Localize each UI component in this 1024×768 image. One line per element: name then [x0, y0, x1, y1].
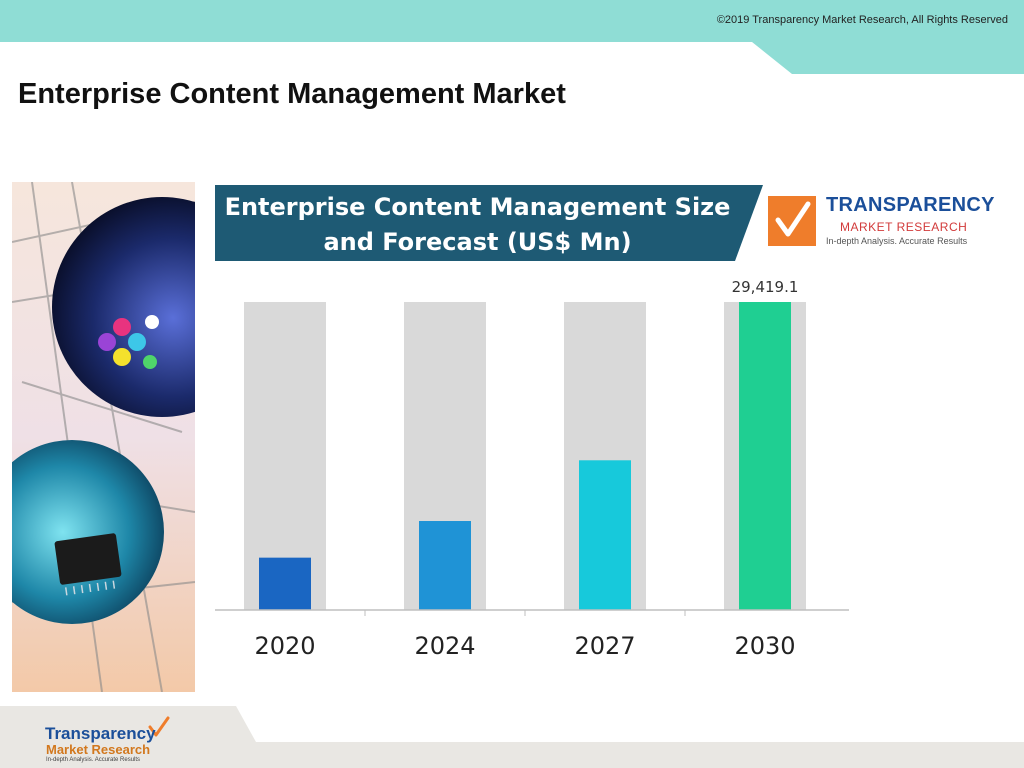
bar-2020: [259, 557, 311, 610]
x-tick-label: 2020: [254, 632, 315, 660]
logo-name: TRANSPARENCY: [826, 194, 995, 216]
header-band-shape: [0, 0, 1024, 74]
logo-tagline: In-depth Analysis. Accurate Results: [826, 236, 968, 246]
footer-check-icon: [148, 716, 170, 737]
logo-subtitle: MARKET RESEARCH: [840, 220, 968, 234]
page-title: Enterprise Content Management Market: [18, 78, 566, 110]
chip-icon: [54, 533, 122, 596]
x-tick-label: 2030: [734, 632, 795, 660]
footer-logo-name: Transparency: [45, 724, 156, 743]
bar-2024: [419, 521, 471, 610]
chart-title-banner: [215, 185, 763, 261]
bar-2027: [579, 460, 631, 610]
x-tick-label: 2024: [414, 632, 475, 660]
fiber-optic-image: [52, 197, 195, 417]
footer-logo-subtitle: Market Research: [46, 742, 151, 757]
chart-title-line-2: and Forecast (US$ Mn): [323, 228, 632, 256]
bar-2030: [739, 302, 791, 610]
chart-title-banner-shape: [215, 185, 763, 261]
side-decorative-image: [12, 182, 195, 692]
chart-title-line-1: Enterprise Content Management Size: [224, 193, 731, 221]
chart-title: Enterprise Content Management Size and F…: [215, 190, 740, 260]
circuit-board-image: [12, 440, 164, 624]
x-tick-label: 2027: [574, 632, 635, 660]
tmr-logo: [768, 196, 816, 246]
fiber-cable-icon: [98, 315, 159, 369]
footer-band: [0, 706, 1024, 768]
bar-chart: 2020 2024 2027 2030 29,419.1: [215, 278, 849, 660]
data-label-2030: 29,419.1: [732, 278, 799, 296]
header-band: [0, 0, 1024, 74]
copyright-text: ©2019 Transparency Market Research, All …: [716, 14, 1008, 26]
footer-band-left: [0, 706, 1024, 768]
check-icon: [775, 201, 811, 237]
footer-logo-tagline: In-depth Analysis. Accurate Results: [46, 757, 141, 763]
